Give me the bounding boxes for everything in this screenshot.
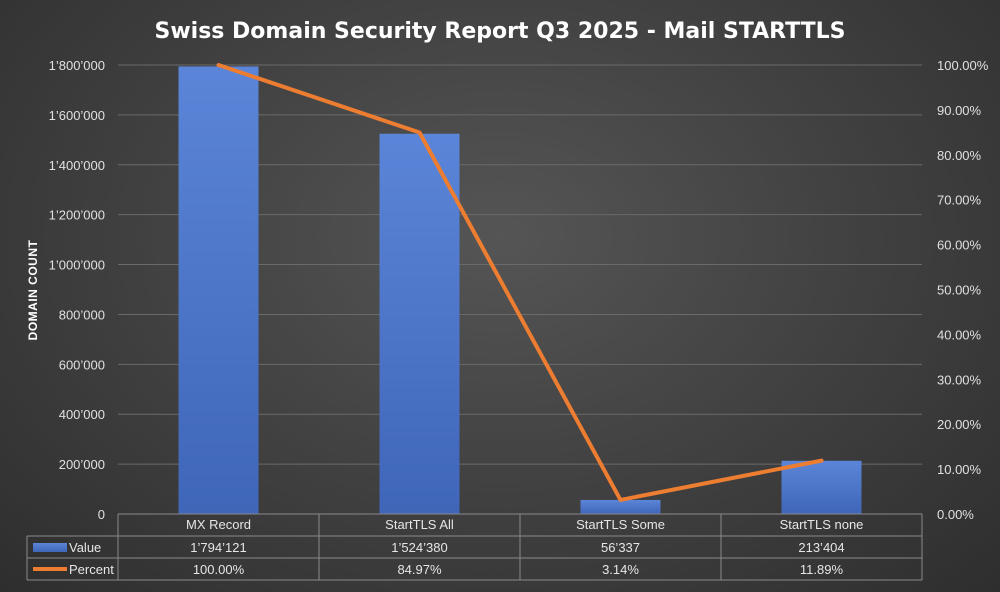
bar — [178, 66, 259, 514]
legend-label-percent: Percent — [69, 562, 114, 577]
y-axis-ticks: 0 200’000 400’000 600’000 800’000 1’000’000 1’… — [49, 58, 105, 522]
bar-series — [178, 66, 862, 514]
percent-line — [216, 63, 824, 502]
category-label: MX Record — [186, 517, 251, 532]
y-tick-label: 1’200’000 — [49, 208, 105, 223]
legend-swatch-value — [33, 543, 67, 552]
y2-tick-label: 90.00% — [937, 103, 982, 118]
percent-cell: 3.14% — [602, 562, 639, 577]
y-tick-label: 1’800’000 — [49, 58, 105, 73]
y-tick-label: 1’600’000 — [49, 108, 105, 123]
percent-cell: 100.00% — [193, 562, 245, 577]
y2-tick-label: 40.00% — [937, 327, 982, 342]
y-tick-label: 400’000 — [59, 407, 105, 422]
percent-cell: 84.97% — [397, 562, 442, 577]
legend-label-value: Value — [69, 540, 101, 555]
y-axis-title: DOMAIN COUNT — [26, 240, 40, 341]
y-tick-label: 800’000 — [59, 307, 105, 322]
value-cell: 1’524’380 — [391, 540, 447, 555]
y2-tick-label: 100.00% — [937, 58, 989, 73]
value-cell: 1’794’121 — [190, 540, 246, 555]
y2-tick-label: 60.00% — [937, 238, 982, 253]
y-tick-label: 600’000 — [59, 357, 105, 372]
percent-cell: 11.89% — [800, 562, 844, 577]
value-cell: 213’404 — [798, 540, 844, 555]
y-tick-label: 200’000 — [59, 457, 105, 472]
y-tick-label: 0 — [98, 507, 105, 522]
y2-tick-label: 30.00% — [937, 372, 982, 387]
y2-tick-label: 80.00% — [937, 148, 982, 163]
y2-tick-label: 20.00% — [937, 417, 982, 432]
y2-tick-label: 70.00% — [937, 193, 982, 208]
data-table: MX Record StartTLS All StartTLS Some StartT… — [26, 513, 923, 581]
category-label: StartTLS none — [780, 517, 864, 532]
y2-tick-label: 0.00% — [937, 507, 974, 522]
value-cell: 56’337 — [601, 540, 640, 555]
y-tick-label: 1’000’000 — [49, 258, 105, 273]
bar — [580, 499, 661, 514]
y2-axis-ticks: 0.00% 10.00% 20.00% 30.00% 40.00% 50.00% 60.00… — [937, 58, 989, 522]
bar — [781, 460, 862, 514]
chart-title: Swiss Domain Security Report Q3 2025 - M… — [154, 19, 845, 44]
category-label: StartTLS All — [385, 517, 454, 532]
y2-tick-label: 10.00% — [937, 462, 982, 477]
y2-tick-label: 50.00% — [937, 283, 982, 298]
category-label: StartTLS Some — [576, 517, 665, 532]
y-tick-label: 1’400’000 — [49, 158, 105, 173]
bar — [379, 133, 460, 514]
line-series — [216, 63, 824, 502]
